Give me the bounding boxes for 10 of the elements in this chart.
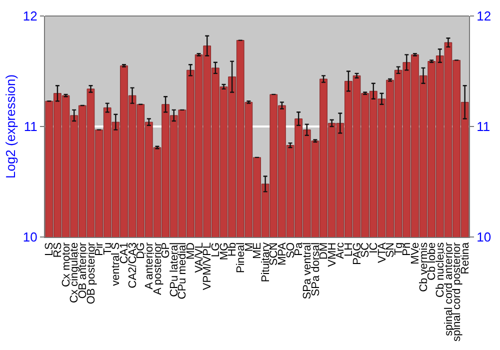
y-tick-label: 12 xyxy=(22,8,38,24)
y-tick-label: 11 xyxy=(24,119,38,134)
y-tick-label: 10 xyxy=(22,230,38,245)
x-tick-label: Tg xyxy=(392,242,405,256)
y2-tick-label: 10 xyxy=(476,230,492,245)
x-tick-label: OB posterior xyxy=(85,242,98,304)
x-tick-label: A posterior xyxy=(152,242,164,295)
y2-tick-label: 12 xyxy=(476,8,492,24)
y-axis-title: Log2 (expression) xyxy=(2,74,18,179)
y2-tick-label: 11 xyxy=(476,119,490,134)
